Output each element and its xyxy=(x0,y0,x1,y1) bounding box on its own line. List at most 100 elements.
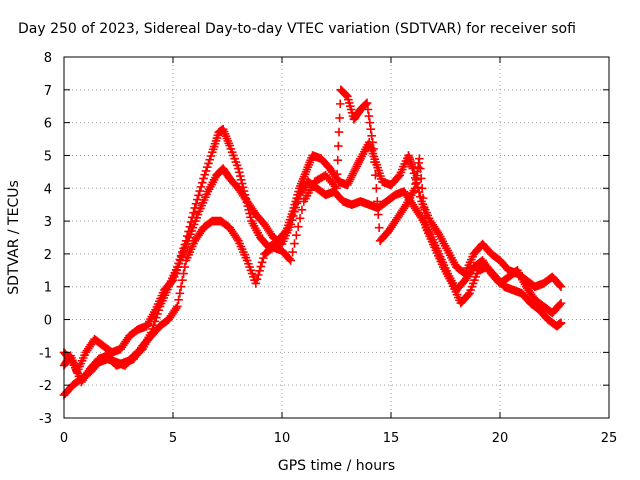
data-point xyxy=(192,213,201,223)
data-point xyxy=(344,95,353,104)
data-point xyxy=(175,288,185,298)
data-point xyxy=(470,275,479,285)
data-point xyxy=(372,183,381,193)
data-point xyxy=(555,300,565,309)
data-point xyxy=(257,258,267,267)
data-point xyxy=(186,229,195,239)
data-point xyxy=(363,105,373,114)
data-point xyxy=(344,98,354,108)
data-point xyxy=(232,161,242,170)
data-point xyxy=(225,141,234,150)
data-point xyxy=(189,220,199,229)
data-point xyxy=(180,262,190,272)
y-tick-label: 1 xyxy=(44,281,52,296)
series-trace-c xyxy=(59,85,566,387)
data-point xyxy=(149,320,158,330)
data-point xyxy=(193,210,203,219)
data-point xyxy=(345,101,355,111)
data-point xyxy=(194,191,203,200)
data-point xyxy=(334,127,344,137)
data-point xyxy=(291,203,301,212)
data-point xyxy=(364,111,374,121)
data-point xyxy=(205,155,215,164)
chart-title: Day 250 of 2023, Sidereal Day-to-day VTE… xyxy=(18,21,576,37)
data-point xyxy=(287,215,297,225)
data-point xyxy=(285,254,294,264)
data-point xyxy=(234,164,243,173)
x-tick-label: 25 xyxy=(601,431,618,446)
data-point xyxy=(191,216,200,226)
data-point xyxy=(174,295,183,305)
data-point xyxy=(332,169,342,179)
data-point xyxy=(206,151,216,161)
y-tick-label: 0 xyxy=(44,314,52,329)
data-point xyxy=(288,211,298,221)
data-point xyxy=(256,262,266,271)
data-point xyxy=(370,157,379,167)
y-axis-label: SDTVAR / TECUs xyxy=(6,180,22,295)
data-point xyxy=(179,269,188,278)
y-tick-label: 2 xyxy=(44,248,52,263)
data-point xyxy=(416,174,426,183)
y-tick-label: -2 xyxy=(39,379,52,394)
data-point xyxy=(245,262,254,272)
y-tick-label: 3 xyxy=(44,215,52,230)
data-point xyxy=(286,220,296,229)
data-point xyxy=(419,203,429,213)
data-point xyxy=(188,223,198,232)
data-point xyxy=(335,99,345,109)
data-point xyxy=(372,197,382,206)
data-point xyxy=(227,147,237,157)
data-point xyxy=(252,274,262,284)
data-point xyxy=(251,279,261,288)
data-point xyxy=(204,159,213,168)
data-point xyxy=(334,141,343,151)
data-point xyxy=(173,262,183,272)
data-point xyxy=(182,239,192,249)
y-tick-label: 8 xyxy=(44,51,52,66)
data-point xyxy=(167,277,177,286)
data-point xyxy=(365,118,375,127)
data-point xyxy=(259,253,268,263)
data-point xyxy=(235,168,244,177)
data-point xyxy=(235,171,245,181)
data-point xyxy=(173,302,182,311)
data-point xyxy=(292,230,301,240)
data-point xyxy=(295,213,305,223)
y-tick-label: 6 xyxy=(44,117,52,132)
data-point xyxy=(463,290,473,299)
data-point xyxy=(417,183,427,193)
data-point xyxy=(555,281,565,290)
data-point xyxy=(231,157,241,167)
data-point xyxy=(195,186,205,196)
data-point xyxy=(335,113,344,123)
data-point xyxy=(467,282,477,292)
data-point xyxy=(466,285,476,295)
data-points xyxy=(59,85,566,400)
data-point xyxy=(178,275,187,285)
data-point xyxy=(418,193,428,203)
data-point xyxy=(556,298,566,308)
data-point xyxy=(366,124,376,134)
data-point xyxy=(178,249,188,259)
x-axis-label: GPS time / hours xyxy=(278,458,395,474)
data-point xyxy=(471,272,481,282)
data-point xyxy=(332,183,341,193)
x-tick-label: 20 xyxy=(492,431,509,446)
data-point xyxy=(242,256,252,265)
data-point xyxy=(246,213,255,222)
data-point xyxy=(202,162,212,172)
data-point xyxy=(371,170,380,180)
data-point xyxy=(184,233,194,242)
data-point xyxy=(191,199,201,209)
data-point xyxy=(293,222,303,232)
data-point xyxy=(169,272,179,282)
axis-ticks: 0 5 10 15 20 25 -3 -2 -1 0 1 2 3 4 5 6 7 8 xyxy=(39,51,617,446)
x-tick-label: 0 xyxy=(60,431,68,446)
data-point xyxy=(374,223,384,232)
x-tick-label: 10 xyxy=(274,431,291,446)
data-point xyxy=(346,105,356,114)
data-point xyxy=(201,166,211,176)
